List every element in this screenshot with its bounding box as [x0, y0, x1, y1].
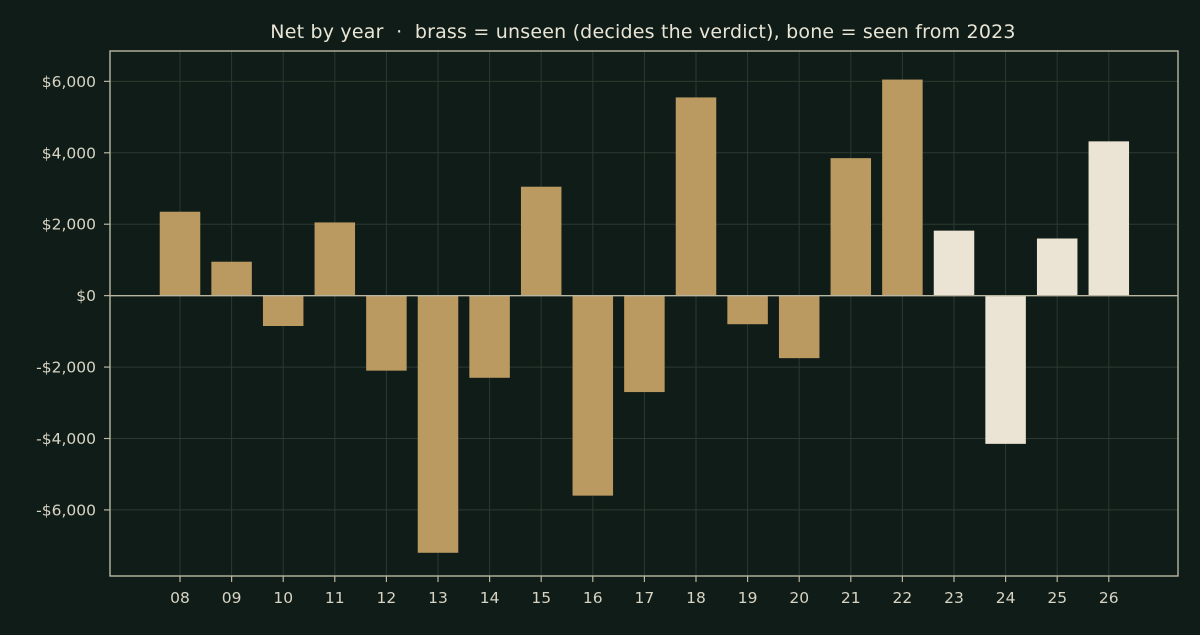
y-tick-label: -$2,000 [36, 359, 96, 377]
y-tick-labels: $6,000 $4,000 $2,000 $0 -$2,000 -$4,000 -$6,00… [36, 73, 96, 520]
plot-frame [109, 50, 1179, 577]
bar-unseen [262, 295, 304, 326]
x-tick-label: 20 [789, 589, 809, 607]
x-tick-label: 22 [893, 589, 913, 607]
x-tick-label: 13 [428, 589, 448, 607]
x-tick-label: 23 [944, 589, 964, 607]
x-tick-label: 21 [841, 589, 861, 607]
y-tick-label: $6,000 [42, 73, 96, 91]
x-tick-label: 18 [686, 589, 706, 607]
bar-unseen [314, 222, 356, 296]
bar-unseen [211, 261, 252, 296]
bar-unseen [469, 295, 510, 378]
x-tick-label: 09 [222, 589, 242, 607]
x-tick-label: 15 [531, 589, 551, 607]
x-tick-label: 16 [583, 589, 603, 607]
bar-seen [985, 295, 1026, 444]
x-tick-label: 26 [1099, 589, 1119, 607]
bar-seen [933, 230, 975, 296]
x-tick-labels: 08 09 10 11 12 13 14 15 16 17 18 19 20 21 22 23 24 25 26 [170, 589, 1119, 607]
chart-title: Net by year · brass = unseen (decides th… [270, 21, 1015, 43]
y-tick-label: -$6,000 [36, 501, 96, 519]
x-tick-label: 12 [377, 589, 397, 607]
bar-unseen [727, 295, 768, 325]
x-tick-label: 24 [996, 589, 1016, 607]
axes [104, 50, 1179, 582]
y-tick-label: $0 [76, 287, 96, 305]
x-tick-label: 17 [635, 589, 655, 607]
bar-unseen [675, 97, 717, 296]
bar-unseen [778, 295, 820, 359]
bar-unseen [417, 295, 459, 553]
bar-unseen [366, 295, 407, 371]
bar-seen [1088, 141, 1130, 296]
bar-unseen [624, 295, 665, 393]
x-tick-label: 25 [1047, 589, 1067, 607]
bars [159, 79, 1130, 553]
x-tick-label: 08 [170, 589, 190, 607]
x-tick-label: 11 [325, 589, 345, 607]
bar-seen [1036, 238, 1078, 296]
bar-unseen [520, 186, 562, 296]
bar-unseen [830, 158, 872, 296]
bar-unseen [572, 295, 614, 496]
y-tick-label: $4,000 [42, 144, 96, 162]
bar-unseen [159, 211, 201, 296]
x-tick-label: 14 [480, 589, 500, 607]
x-tick-label: 19 [738, 589, 758, 607]
y-tick-label: $2,000 [42, 216, 96, 234]
x-tick-label: 10 [273, 589, 293, 607]
bar-unseen [882, 79, 923, 296]
y-tick-label: -$4,000 [36, 430, 96, 448]
